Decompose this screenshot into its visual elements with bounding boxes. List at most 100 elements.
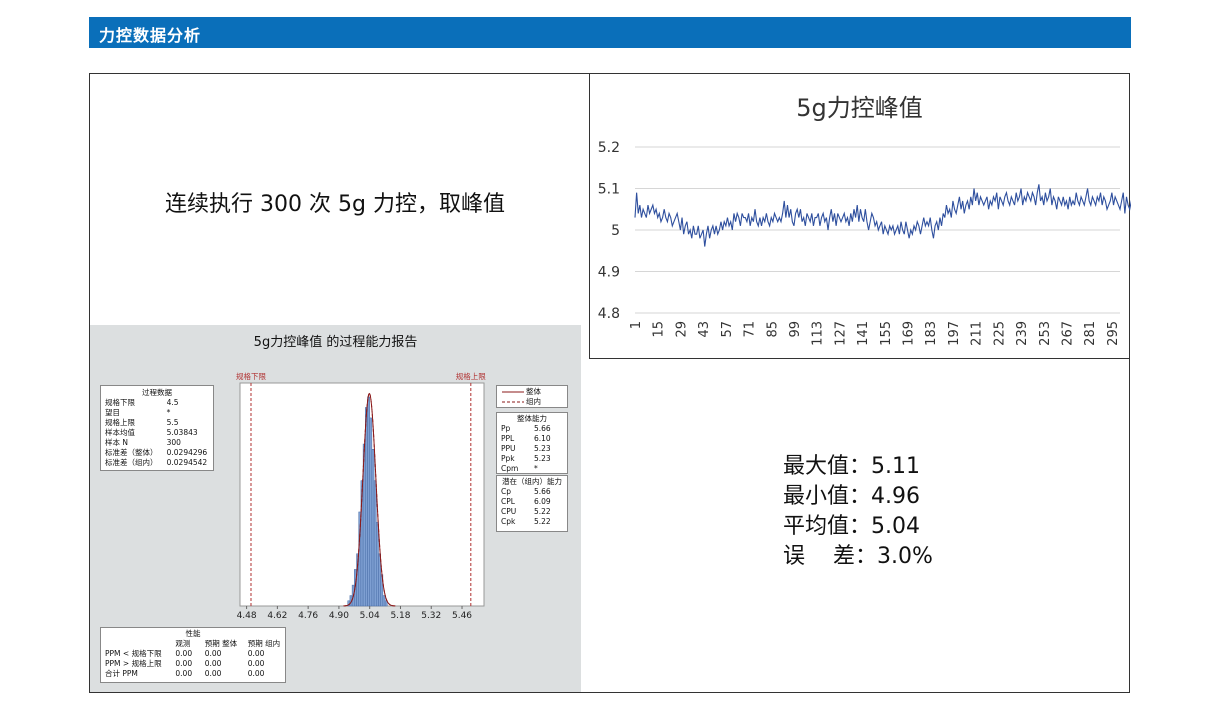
process-data-box: 过程数据 规格下限 4.5 望目 * 规格上限 5.5 样本均值 5.03843 样本 N 300… [100, 385, 214, 471]
process-data-row: 样本 N 300 [105, 438, 209, 448]
line-x-tick-label: 71 [743, 321, 758, 338]
performance-row-cell: 合计 PPM [105, 669, 138, 678]
process-data-row-cell: 0.0294296 [166, 448, 208, 457]
peak-chart-panel: 5g力控峰值 5.2 5.1 5 4.9 4.8 1 15 29 43 57 71 85 99 113 12… [589, 73, 1131, 359]
line-x-tick-label: 85 [765, 321, 780, 338]
header-bar: 力控数据分析 [89, 17, 1131, 48]
potential-capability-row-cell: Cp [501, 487, 511, 496]
process-data-row: 规格下限 4.5 [105, 398, 209, 408]
process-data-row-cell: 0.0294542 [166, 458, 208, 467]
overall-capability-row-cell: 5.23 [533, 454, 551, 463]
line-y-tick-label: 4.8 [598, 306, 620, 322]
histogram-bar [373, 480, 377, 607]
overall-capability-row-cell: 6.10 [533, 434, 551, 443]
line-x-tick-label: 295 [1106, 321, 1121, 346]
histogram-bar [371, 449, 375, 607]
lsl-label: 规格下限 [236, 371, 266, 381]
overall-capability-row-cell: * [533, 464, 538, 473]
performance-row-cell: 0.00 [247, 669, 265, 678]
performance-row-cell: 预期 整体 [204, 639, 238, 648]
legend-within-swatch [502, 401, 524, 403]
histogram-x-tick-label: 4.62 [267, 611, 287, 621]
overall-capability-row-cell: 5.66 [533, 424, 551, 433]
overall-capability-row-cell: Ppk [501, 454, 515, 463]
process-data-row-cell: 300 [166, 438, 181, 447]
histogram-x-tick-label: 5.46 [452, 611, 472, 621]
histogram-bar [384, 600, 388, 607]
line-x-tick-label: 239 [1015, 321, 1030, 346]
process-data-row-cell: 标准差（组内） [105, 458, 158, 467]
potential-capability-row-cell: CPU [501, 507, 517, 516]
within-fit-curve [343, 392, 396, 607]
potential-capability-row: Cp 5.66 [501, 487, 563, 497]
histogram-x-tick-label: 5.04 [360, 611, 380, 621]
potential-capability-row-cell: 5.22 [533, 517, 551, 526]
overall-capability-box: 整体能力 Pp 5.66 PPL 6.10 PPU 5.23 Ppk 5.23 Cpm * [496, 412, 568, 474]
line-x-tick-label: 141 [856, 321, 871, 346]
histogram-bar [365, 407, 368, 607]
potential-capability-row-cell: 5.66 [533, 487, 551, 496]
potential-capability-row: CPL 6.09 [501, 497, 563, 507]
process-data-row-cell: 标准差（整体） [105, 448, 158, 457]
process-data-row-cell: 5.03843 [166, 428, 198, 437]
line-y-tick-label: 4.9 [598, 265, 620, 281]
usl-label: 规格上限 [456, 371, 486, 381]
process-data-row-cell: 5.5 [166, 418, 179, 427]
capability-histogram: 规格下限 规格上限 4.48 4.62 4.76 4.90 5.04 5.18 5.32 5.46 [236, 371, 486, 621]
capability-report-title: 5g力控峰值 的过程能力报告 [253, 335, 418, 350]
histogram-x-tick-label: 4.48 [237, 611, 257, 621]
stat-max: 最大值：5.11 [783, 454, 920, 479]
histogram-x-tick-label: 4.90 [329, 611, 349, 621]
line-y-tick-label: 5.1 [598, 182, 620, 198]
performance-title: 性能 [185, 629, 201, 638]
overall-capability-row: Cpm * [501, 464, 563, 474]
legend-box: 整体 组内 [496, 385, 568, 408]
performance-row: PPM < 规格下限 0.00 0.00 0.00 [105, 649, 281, 659]
legend-overall-label: 整体 [526, 387, 541, 396]
process-data-row: 标准差（组内） 0.0294542 [105, 458, 209, 468]
process-data-row-cell: 规格上限 [105, 418, 135, 427]
process-data-row: 望目 * [105, 408, 209, 418]
line-x-tick-label: 197 [947, 321, 962, 346]
potential-capability-row-cell: 5.22 [533, 507, 551, 516]
process-data-row-cell: 样本 N [105, 438, 128, 447]
process-data-row-cell: 样本均值 [105, 428, 135, 437]
legend-overall-swatch [502, 391, 524, 393]
line-x-tick-label: 183 [924, 321, 939, 346]
line-x-tick-label: 211 [970, 321, 985, 346]
performance-row-cell: PPM < 规格下限 [105, 649, 162, 658]
process-data-title: 过程数据 [142, 388, 172, 397]
line-x-tick-label: 113 [811, 321, 826, 346]
line-x-tick-label: 15 [652, 321, 667, 338]
process-data-row-cell: 望目 [105, 408, 120, 417]
peak-chart-title: 5g力控峰值 [796, 94, 923, 122]
histogram-bar [369, 417, 373, 607]
process-data-row: 样本均值 5.03843 [105, 428, 209, 438]
process-data-row: 标准差（整体） 0.0294296 [105, 448, 209, 458]
line-x-tick-label: 29 [674, 321, 689, 338]
overall-capability-row: PPU 5.23 [501, 444, 563, 454]
peak-series-line [634, 184, 1131, 247]
line-x-tick-label: 43 [697, 321, 712, 338]
line-x-tick-label: 127 [833, 321, 848, 346]
histogram-x-tick-label: 4.76 [298, 611, 318, 621]
potential-capability-box: 潜在（组内）能力 Cp 5.66 CPL 6.09 CPU 5.22 Cpk 5.22 [496, 475, 568, 532]
histogram-x-tick-label: 5.32 [421, 611, 441, 621]
legend-within-label: 组内 [526, 397, 541, 406]
overall-capability-row-cell: Pp [501, 424, 511, 433]
peak-line-chart: 5.2 5.1 5 4.9 4.8 1 15 29 43 57 71 85 99 113 127 141 155… [598, 140, 1131, 346]
page-title: 力控数据分析 [99, 26, 202, 45]
histogram-bar [376, 522, 379, 607]
overall-capability-row: PPL 6.10 [501, 434, 563, 444]
line-x-tick-label: 169 [902, 321, 917, 346]
performance-row-cell: 0.00 [175, 659, 193, 668]
performance-row-cell: PPM > 规格上限 [105, 659, 162, 668]
line-x-tick-label: 267 [1060, 321, 1075, 346]
line-y-tick-label: 5 [611, 223, 620, 239]
overall-capability-row: Ppk 5.23 [501, 454, 563, 464]
performance-row-cell: 0.00 [247, 659, 265, 668]
performance-box: 性能 观测 预期 整体 预期 组内 PPM < 规格下限 0.00 0.00 0.00 PPM… [100, 627, 286, 683]
potential-capability-row: Cpk 5.22 [501, 517, 563, 527]
performance-row-cell: 观测 [175, 639, 191, 648]
histogram-x-tick-label: 5.18 [390, 611, 410, 621]
